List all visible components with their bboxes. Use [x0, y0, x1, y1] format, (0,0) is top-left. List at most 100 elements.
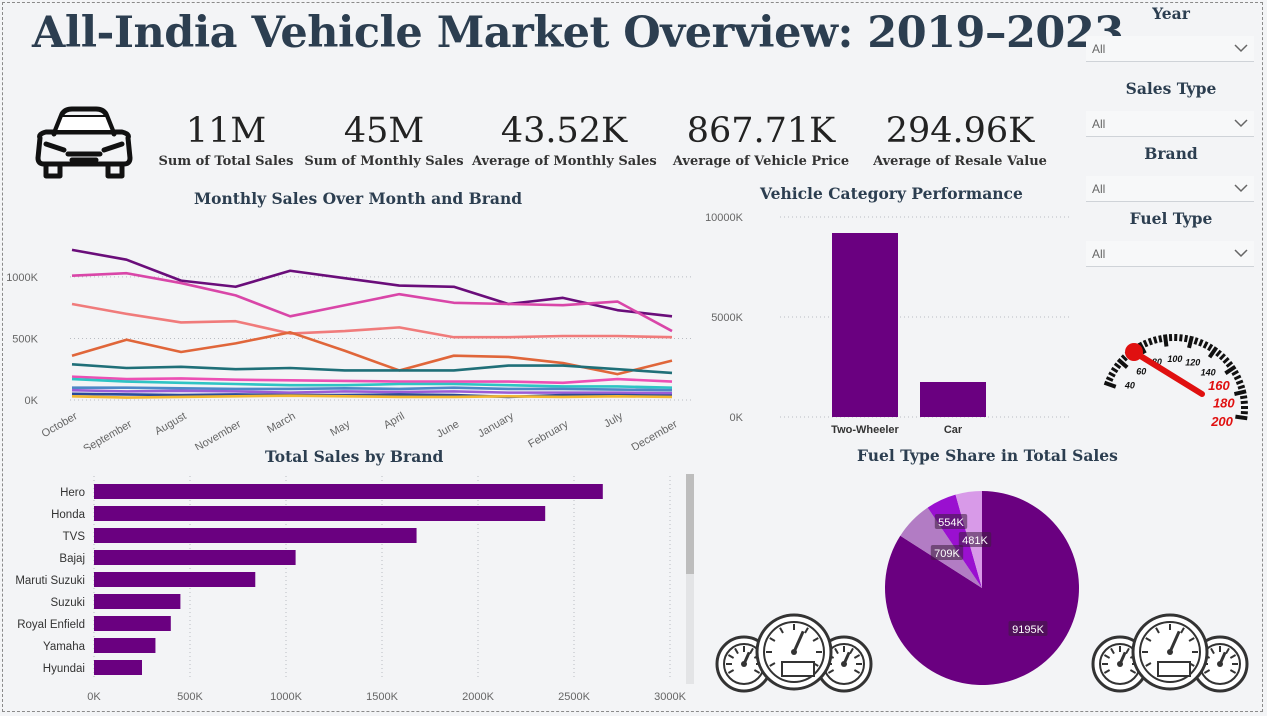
- gauge-hub: [791, 649, 797, 655]
- gauge-tick: [1120, 354, 1128, 362]
- gauge-tick: [1129, 669, 1137, 674]
- filter-year-dropdown[interactable]: All: [1086, 36, 1254, 62]
- series-line[interactable]: [71, 248, 673, 318]
- gauge-tick: [1207, 343, 1214, 352]
- brand-bar[interactable]: [94, 528, 417, 543]
- gauge-tick: [834, 647, 839, 655]
- series-line[interactable]: [71, 271, 673, 333]
- gauge-tick: [769, 637, 776, 642]
- series-line[interactable]: [71, 392, 673, 399]
- data-label: 481K: [962, 535, 988, 547]
- filter-brand-dropdown[interactable]: All: [1086, 176, 1254, 202]
- series-line[interactable]: [71, 375, 673, 385]
- monthly-sales-line-chart: 0K 500K 1000K October September August Novembe…: [6, 248, 692, 450]
- x-tick-label: May: [328, 418, 352, 439]
- gauge-tick: [1125, 647, 1130, 655]
- data-label-bg: [958, 532, 992, 547]
- car-front-icon: [35, 106, 133, 179]
- brand-bar[interactable]: [94, 638, 156, 653]
- gauge-tick: [1145, 662, 1152, 667]
- gauge-tick: [1188, 637, 1195, 642]
- kpi-value: 45M: [343, 111, 425, 151]
- filter-fuel-type-value: All: [1092, 247, 1106, 261]
- brand-bar[interactable]: [94, 484, 603, 499]
- data-label: 554K: [938, 517, 964, 529]
- series-line[interactable]: [71, 377, 673, 389]
- brand-chart-title: Total Sales by Brand: [265, 447, 444, 466]
- category-bar[interactable]: [920, 382, 986, 417]
- gauge-tick: [804, 627, 809, 634]
- y-tick-label: 0K: [25, 395, 39, 407]
- gauge-needle: [1131, 349, 1205, 397]
- brand-chart-scrollbar[interactable]: [686, 474, 694, 684]
- x-tick-label: April: [382, 410, 407, 431]
- series-line[interactable]: [71, 388, 673, 395]
- data-label: 9195K: [1012, 624, 1044, 636]
- gauge-label: 140: [1201, 367, 1216, 377]
- brand-chart-scroll-thumb[interactable]: [686, 474, 694, 574]
- kpi-avg-resale-value: 294.96K Average of Resale Value: [872, 110, 1048, 169]
- gauge-tick: [1233, 389, 1247, 397]
- gauge-display: [781, 661, 815, 677]
- gauge-tick: [1152, 336, 1158, 344]
- gauge-tick: [1155, 627, 1160, 634]
- x-tick-label: 3000K: [654, 691, 686, 703]
- data-label: 709K: [934, 548, 960, 560]
- gauge-tick: [727, 654, 735, 659]
- gauge-tick: [1180, 627, 1185, 634]
- gauge-tick: [1222, 356, 1230, 364]
- y-tick-label: Royal Enfield: [17, 619, 85, 631]
- gauge-label: 60: [1136, 366, 1146, 376]
- kpi-label: Sum of Monthly Sales: [304, 154, 464, 169]
- gauge-tick: [1142, 339, 1149, 348]
- filter-brand-value: All: [1092, 182, 1106, 196]
- x-tick-label: June: [435, 418, 462, 440]
- gauge-hub: [1167, 649, 1173, 655]
- kpi-avg-monthly-sales: 43.52K Average of Monthly Sales: [472, 110, 657, 169]
- y-tick-label: Hyundai: [43, 663, 85, 675]
- brand-bar[interactable]: [94, 616, 171, 631]
- gauge-tick: [1235, 414, 1248, 421]
- gauge-ring: [763, 621, 825, 683]
- x-tick-label: Two-Wheeler: [831, 424, 899, 436]
- gauge-tick: [1240, 400, 1248, 405]
- gauge-tick: [1103, 380, 1117, 389]
- gauge-tick: [1237, 384, 1246, 390]
- x-tick-label: 2500K: [558, 691, 590, 703]
- kpi-avg-vehicle-price: 867.71K Average of Vehicle Price: [672, 110, 850, 169]
- filter-fuel-type-dropdown[interactable]: All: [1086, 241, 1254, 267]
- series-line[interactable]: [71, 302, 673, 339]
- filter-sales-type-label: Sales Type: [1125, 79, 1217, 98]
- gauge-tick: [1231, 369, 1239, 377]
- gauge-tick: [1162, 334, 1169, 347]
- brand-bar[interactable]: [94, 550, 296, 565]
- gauge-tick: [1225, 361, 1234, 368]
- gauge-tick: [734, 647, 739, 655]
- series-line[interactable]: [71, 394, 673, 399]
- series-line[interactable]: [71, 363, 673, 375]
- gauge-label: 100: [1167, 354, 1182, 364]
- brand-bar[interactable]: [94, 506, 546, 521]
- filter-sales-type-dropdown[interactable]: All: [1086, 111, 1254, 137]
- x-tick-label: July: [602, 410, 625, 430]
- category-chart-title: Vehicle Category Performance: [760, 184, 1023, 203]
- category-bar[interactable]: [832, 233, 898, 417]
- fuel-pie-chart: 9195K 709K 554K 481K: [885, 491, 1079, 685]
- chevron-down-icon: [1234, 249, 1248, 258]
- brand-bar-chart: 0K 500K 1000K 1500K 2000K 2500K 3000K Hero Honda…: [15, 476, 686, 703]
- gauge-label: 120: [1185, 358, 1200, 368]
- gauge-tick: [1202, 341, 1209, 349]
- kpi-label: Sum of Total Sales: [158, 154, 294, 169]
- gauge-display: [1157, 661, 1191, 677]
- series-line[interactable]: [72, 386, 673, 392]
- brand-bar[interactable]: [94, 572, 256, 587]
- gauge-tick: [1103, 654, 1111, 659]
- gauge-tick: [1113, 362, 1122, 370]
- gauge-tick: [853, 654, 861, 659]
- chevron-down-icon: [1234, 119, 1248, 128]
- gauge-label: 160: [1208, 378, 1230, 393]
- gauge-tick: [1110, 647, 1115, 655]
- brand-bar[interactable]: [94, 660, 142, 675]
- brand-bar[interactable]: [94, 594, 181, 609]
- line-chart-title: Monthly Sales Over Month and Brand: [194, 189, 523, 208]
